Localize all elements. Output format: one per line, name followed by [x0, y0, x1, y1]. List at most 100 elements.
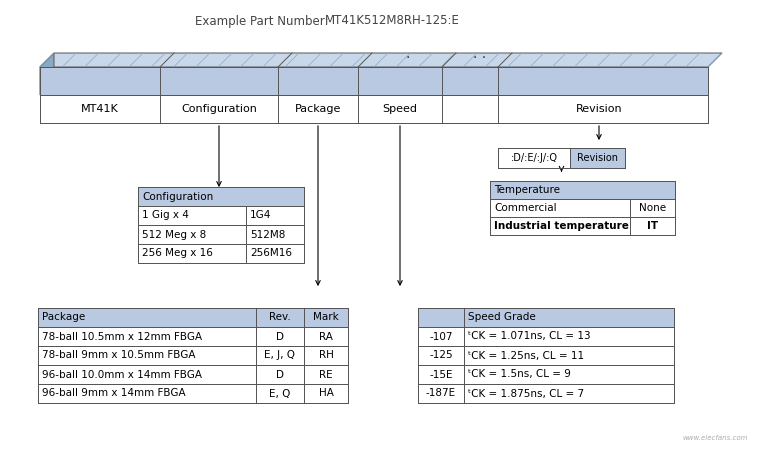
Text: Revision: Revision — [577, 153, 618, 163]
Bar — [256, 384, 304, 403]
Bar — [256, 346, 304, 365]
Bar — [138, 225, 246, 244]
Text: 96-ball 9mm x 14mm FBGA: 96-ball 9mm x 14mm FBGA — [42, 389, 186, 399]
Bar — [38, 384, 256, 403]
Bar — [38, 365, 256, 384]
Bar — [38, 327, 256, 346]
Bar — [304, 308, 348, 327]
Text: Revision: Revision — [576, 104, 622, 114]
Text: 1 Gig x 4: 1 Gig x 4 — [142, 211, 189, 221]
Text: -15E: -15E — [429, 370, 453, 380]
Bar — [418, 365, 674, 384]
Bar — [490, 199, 630, 217]
Text: MT41K: MT41K — [81, 104, 119, 114]
Bar — [490, 181, 675, 199]
Bar — [256, 365, 304, 384]
Bar — [138, 244, 304, 263]
Bar — [418, 327, 674, 346]
Text: Rev.: Rev. — [269, 313, 291, 323]
Text: 1G4: 1G4 — [250, 211, 271, 221]
Text: 512 Meg x 8: 512 Meg x 8 — [142, 230, 207, 240]
Text: Mark: Mark — [313, 313, 339, 323]
Bar — [418, 327, 464, 346]
Text: Package: Package — [42, 313, 86, 323]
Bar — [38, 346, 348, 365]
Text: E, J, Q: E, J, Q — [264, 351, 295, 361]
Polygon shape — [40, 53, 54, 95]
Bar — [490, 217, 630, 235]
Text: 78-ball 9mm x 10.5mm FBGA: 78-ball 9mm x 10.5mm FBGA — [42, 351, 196, 361]
Bar — [138, 187, 304, 206]
Bar — [490, 181, 675, 199]
Bar — [464, 346, 674, 365]
Bar — [630, 199, 675, 217]
Bar — [304, 346, 348, 365]
Bar — [40, 95, 708, 123]
Text: MT41K512M8RH-125:E: MT41K512M8RH-125:E — [325, 14, 460, 28]
Text: D: D — [276, 332, 284, 342]
Text: Industrial temperature: Industrial temperature — [494, 221, 629, 231]
Bar — [464, 308, 674, 327]
Bar — [464, 365, 674, 384]
Text: 78-ball 10.5mm x 12mm FBGA: 78-ball 10.5mm x 12mm FBGA — [42, 332, 202, 342]
Text: 96-ball 10.0mm x 14mm FBGA: 96-ball 10.0mm x 14mm FBGA — [42, 370, 202, 380]
Bar — [38, 308, 348, 327]
Bar — [464, 327, 674, 346]
Text: Configuration: Configuration — [181, 104, 257, 114]
Bar — [418, 308, 464, 327]
Bar — [38, 384, 348, 403]
Bar — [464, 384, 674, 403]
Text: RE: RE — [319, 370, 333, 380]
Text: -187E: -187E — [426, 389, 456, 399]
Text: ᵗCK = 1.5ns, CL = 9: ᵗCK = 1.5ns, CL = 9 — [468, 370, 571, 380]
Text: 256M16: 256M16 — [250, 249, 292, 259]
Bar — [40, 95, 708, 123]
Bar — [256, 327, 304, 346]
Bar — [418, 384, 674, 403]
Text: www.elecfans.com: www.elecfans.com — [682, 435, 748, 441]
Bar — [630, 217, 675, 235]
Text: -107: -107 — [429, 332, 453, 342]
Bar — [138, 206, 304, 225]
Bar — [304, 365, 348, 384]
Text: -125: -125 — [429, 351, 453, 361]
Bar — [138, 187, 304, 206]
Bar — [570, 148, 625, 168]
Bar — [38, 308, 256, 327]
Bar — [138, 206, 246, 225]
Bar — [38, 327, 348, 346]
Text: 512M8: 512M8 — [250, 230, 285, 240]
Bar — [304, 327, 348, 346]
Text: ᵗCK = 1.25ns, CL = 11: ᵗCK = 1.25ns, CL = 11 — [468, 351, 584, 361]
Text: D: D — [276, 370, 284, 380]
Bar — [498, 148, 625, 168]
Bar — [138, 225, 304, 244]
Text: Configuration: Configuration — [142, 192, 214, 202]
Text: Speed: Speed — [382, 104, 418, 114]
Bar — [418, 346, 674, 365]
Bar — [246, 244, 304, 263]
Text: ᵗCK = 1.071ns, CL = 13: ᵗCK = 1.071ns, CL = 13 — [468, 332, 591, 342]
Text: Commercial: Commercial — [494, 203, 557, 213]
Text: Speed Grade: Speed Grade — [468, 313, 536, 323]
Bar — [138, 244, 246, 263]
Bar — [418, 308, 674, 327]
Text: ·: · — [406, 51, 410, 65]
Bar — [246, 206, 304, 225]
Text: 256 Meg x 16: 256 Meg x 16 — [142, 249, 213, 259]
Text: Temperature: Temperature — [494, 185, 560, 195]
Bar — [418, 346, 464, 365]
Text: Package: Package — [295, 104, 342, 114]
Bar — [498, 148, 570, 168]
Text: Example Part Number:: Example Part Number: — [195, 14, 328, 28]
Text: :D/:E/:J/:Q: :D/:E/:J/:Q — [510, 153, 557, 163]
Text: HA: HA — [318, 389, 333, 399]
Text: RH: RH — [318, 351, 333, 361]
Bar — [490, 199, 675, 217]
Text: RA: RA — [319, 332, 333, 342]
Text: IT: IT — [647, 221, 658, 231]
Polygon shape — [40, 53, 722, 67]
Text: E, Q: E, Q — [269, 389, 291, 399]
Bar — [38, 365, 348, 384]
Bar — [256, 308, 304, 327]
